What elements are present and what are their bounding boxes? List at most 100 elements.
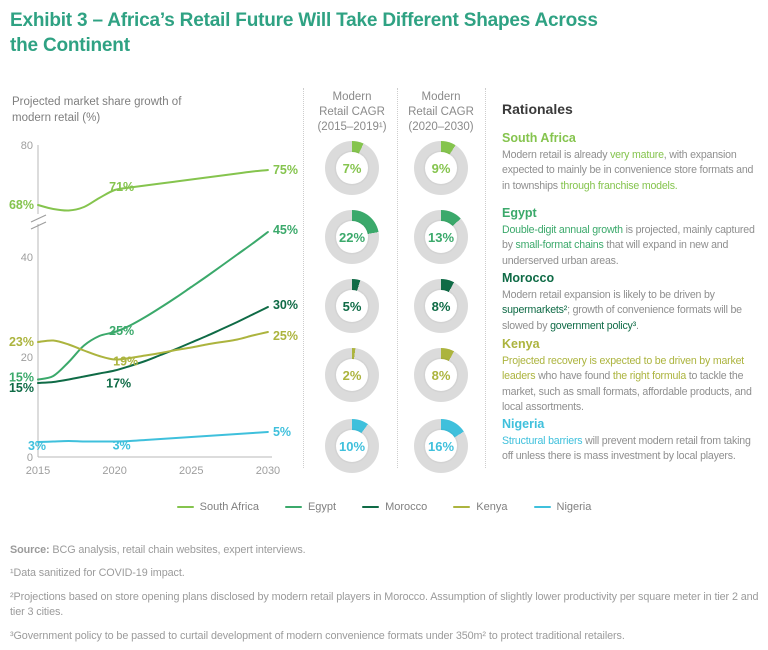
point-label-kenya-2030: 25%	[273, 329, 298, 343]
rationales-header: Rationales	[502, 101, 573, 117]
rationale-country-name: Kenya	[502, 337, 540, 351]
donut-hole	[425, 152, 457, 184]
rationale-plain-text: , with expansion expected to mainly be i…	[502, 149, 754, 192]
donut-value-label: 22%	[338, 229, 366, 245]
dotted-divider-left	[303, 88, 304, 468]
chart-legend: South Africa Egypt Morocco Kenya Nigeria	[0, 501, 768, 513]
rationale-country-name: Egypt	[502, 206, 537, 220]
donut-nigeria-cagr-2: 16%	[414, 419, 468, 473]
legend-swatch	[453, 505, 471, 509]
donut-value-label: 13%	[427, 229, 455, 245]
rationale-plain-text: who have found	[535, 370, 613, 383]
source-label: Source:	[10, 544, 50, 556]
donut-value-label: 7%	[342, 160, 362, 176]
point-label-morocco-2030: 30%	[273, 298, 298, 312]
donut-hole	[336, 221, 368, 253]
donut-hole	[425, 221, 457, 253]
source-line: Source: BCG analysis, retail chain websi…	[10, 544, 760, 556]
source-text: BCG analysis, retail chain websites, exp…	[49, 544, 306, 556]
legend-label: Egypt	[307, 501, 337, 513]
donut-hole	[425, 430, 457, 462]
point-label-nigeria-2015: 3%	[28, 439, 46, 453]
rationale-plain-text: ; growth of convenience formats will be …	[502, 304, 742, 332]
point-label-egypt-2020: 25%	[109, 324, 134, 338]
series-line-kenya	[37, 331, 269, 361]
rationale-text: Structural barriers will prevent modern …	[502, 434, 759, 465]
donut-hole	[336, 430, 368, 462]
legend-swatch	[533, 505, 551, 509]
rationale-text: Projected recovery is expected to be dri…	[502, 354, 759, 415]
rationale-plain-text: is projected, mainly captured by	[502, 224, 755, 252]
x-tick-label: 2015	[26, 465, 50, 477]
footnote-2: ²Projections based on store opening plan…	[10, 591, 759, 619]
rationale-country-name: Nigeria	[502, 417, 545, 431]
rationale-highlight: very mature	[610, 149, 664, 161]
donut-nigeria-cagr-1: 10%	[325, 419, 379, 473]
point-label-egypt-2030: 45%	[273, 223, 298, 237]
donut-value-label: 9%	[431, 160, 451, 176]
cagr-column-header-1: Modern Retail CAGR (2015–2019¹)	[317, 91, 387, 134]
rationale-highlight: Double-digit annual growth	[502, 224, 623, 236]
donut-value-label: 8%	[431, 298, 451, 314]
legend-swatch	[362, 505, 380, 509]
rationale-kenya: Kenya Projected recovery is expected to b…	[502, 337, 759, 415]
rationale-text: Modern retail expansion is likely to be …	[502, 288, 759, 334]
legend-label: Kenya	[476, 501, 508, 513]
point-label-morocco-2020: 17%	[106, 377, 131, 391]
donut-kenya-cagr-2: 8%	[414, 348, 468, 402]
legend-item-south-africa: South Africa	[176, 501, 259, 513]
donut-value-label: 10%	[338, 438, 366, 454]
donut-south-africa-cagr-1: 7%	[325, 141, 379, 195]
rationale-highlight: government policy³	[550, 319, 636, 332]
rationale-country-name: Morocco	[502, 271, 555, 285]
legend-label: Morocco	[385, 501, 428, 513]
legend-swatch	[176, 505, 194, 509]
rationale-highlight: Projected recovery is expected to be dri…	[502, 355, 745, 383]
rationale-morocco: Morocco Modern retail expansion is likely…	[502, 271, 759, 334]
donut-kenya-cagr-1: 2%	[325, 348, 379, 402]
point-label-south-africa-2030: 75%	[273, 163, 298, 177]
donut-morocco-cagr-2: 8%	[414, 279, 468, 333]
chart-axis-title: Projected market share growth of modern …	[12, 96, 182, 125]
footer: Source: BCG analysis, retail chain websi…	[10, 544, 760, 650]
donut-hole	[336, 152, 368, 184]
donut-value-label: 16%	[427, 438, 455, 454]
y-tick-label: 20	[21, 352, 33, 364]
point-label-kenya-2015: 23%	[9, 335, 34, 349]
rationale-south-africa: South Africa Modern retail is already ver…	[502, 131, 759, 194]
donut-egypt-cagr-1: 22%	[325, 210, 379, 264]
axes	[37, 145, 272, 458]
donut-value-label: 8%	[431, 367, 451, 383]
point-label-nigeria-2020: 3%	[113, 439, 131, 453]
rationale-highlight: Structural barriers	[502, 435, 583, 447]
legend-item-morocco: Morocco	[362, 501, 427, 513]
x-tick-label: 2025	[179, 465, 203, 477]
legend-item-egypt: Egypt	[284, 501, 337, 513]
legend-label: South Africa	[199, 501, 259, 513]
series-line-egypt	[37, 231, 269, 381]
y-tick-label: 80	[21, 140, 33, 152]
footnote-1: ¹Data sanitized for COVID-19 impact.	[10, 567, 185, 579]
rationale-highlight: supermarkets²	[502, 304, 568, 317]
point-label-south-africa-2015: 68%	[9, 198, 34, 212]
donut-value-label: 2%	[342, 367, 362, 383]
donut-morocco-cagr-1: 5%	[325, 279, 379, 333]
series-line-morocco	[37, 306, 269, 384]
rationale-plain-text: to tackle the market, such as small form…	[502, 370, 752, 413]
point-label-kenya-2020: 19%	[113, 355, 138, 369]
series-line-south-africa	[37, 169, 269, 212]
rationale-plain-text: that will expand in new and underserved …	[502, 239, 729, 267]
dotted-divider-middle	[397, 88, 398, 468]
donut-hole	[336, 359, 368, 391]
point-label-south-africa-2020: 71%	[109, 180, 134, 194]
point-label-egypt-2015: 15%	[9, 371, 34, 385]
rationale-highlight: the right formula	[612, 370, 687, 383]
x-tick-label: 2030	[256, 465, 280, 477]
rationale-highlight: through franchise models.	[560, 179, 678, 192]
footnote-3: ³Government policy to be passed to curta…	[10, 630, 625, 643]
exhibit-title: Exhibit 3 – Africa’s Retail Future Will …	[10, 10, 598, 57]
rationale-highlight: small-format chains	[515, 239, 604, 252]
rationale-plain-text: Modern retail expansion is likely to be …	[502, 289, 715, 301]
y-tick-label: 40	[21, 252, 33, 264]
rationale-nigeria: Nigeria Structural barriers will prevent …	[502, 417, 759, 465]
